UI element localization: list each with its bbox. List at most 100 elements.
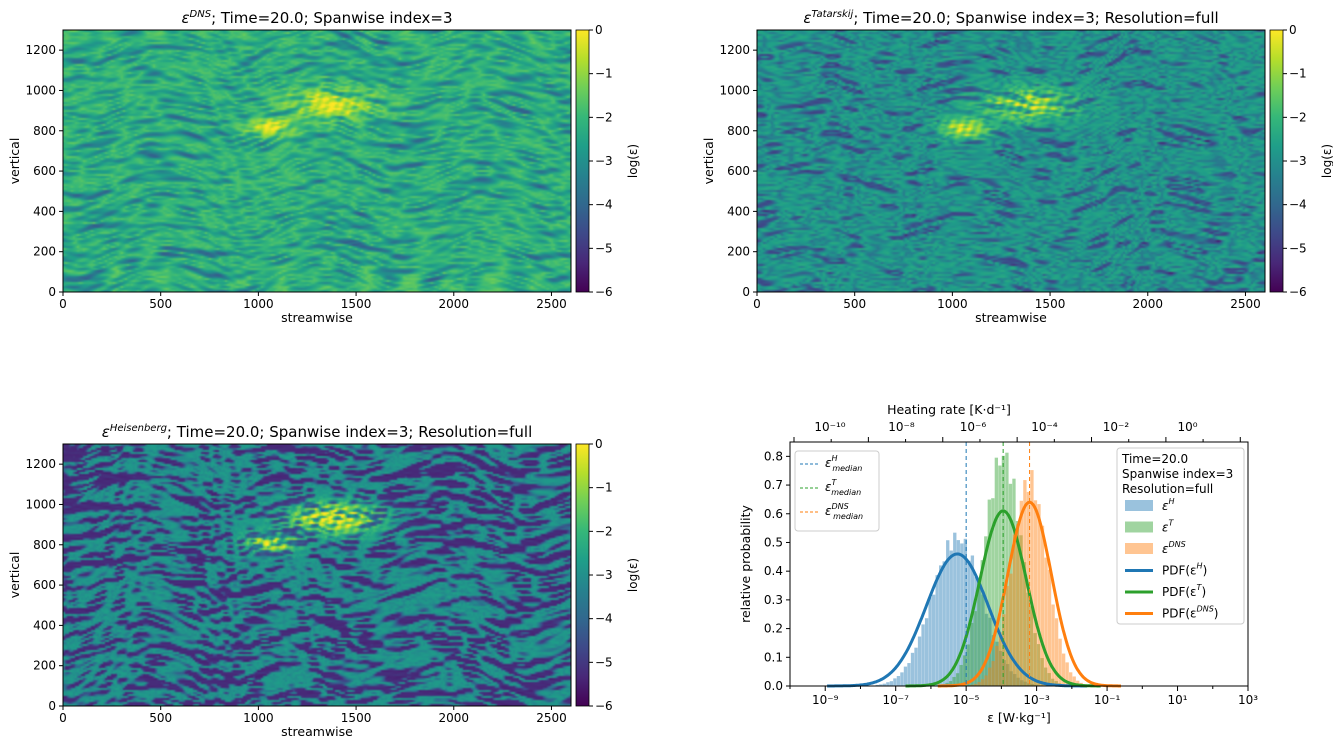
histogram-bar [1005, 452, 1009, 686]
histogram-bar [970, 555, 975, 686]
histogram-bar [977, 584, 982, 686]
legend-eps: ε [825, 504, 832, 518]
legend-eps: ε [1162, 542, 1169, 556]
field-image-dns [63, 30, 571, 292]
histogram-bar [998, 632, 1002, 686]
legend-median-label: εH median [825, 454, 862, 473]
histogram-bar [953, 532, 957, 686]
colorbar [575, 29, 590, 293]
histogram-bar [1002, 660, 1006, 686]
colorbar-label: log(ε) [626, 558, 640, 592]
legend-eps: ε [825, 456, 832, 470]
legend-sup: T [1197, 583, 1203, 592]
top-tick-label: 10⁻⁴ [1031, 420, 1058, 434]
histogram-bar [984, 675, 988, 686]
colorbar-tick-label: −2 [1289, 110, 1307, 124]
histogram-h [875, 532, 1038, 686]
title-text: ; Time=20.0; Spanwise index=3; Resolutio… [167, 423, 532, 441]
histogram-bar [991, 635, 996, 686]
histogram-bar [1047, 569, 1052, 686]
y-tick-label: 0.4 [764, 564, 783, 578]
legend-line-label: PDF(εT) [1162, 583, 1206, 599]
legend-sub: median [831, 488, 861, 497]
histogram-bar [879, 684, 883, 686]
x-tick-label: 2000 [438, 711, 469, 725]
histogram-bar [1054, 618, 1059, 686]
top-tick-label: 10⁻² [1103, 420, 1130, 434]
top-tick-label: 10⁰ [1177, 420, 1197, 434]
pdf-curve-t [905, 509, 1101, 688]
histogram-bar [1044, 557, 1048, 686]
title-eps-superscript: Heisenberg [110, 423, 167, 434]
histogram-bar [886, 682, 890, 686]
legend-line-label: PDF(εH) [1162, 562, 1207, 578]
legend-sub: median [833, 512, 863, 521]
legend-info-line: Resolution=full [1122, 482, 1213, 496]
colorbar-tick-label: −6 [595, 699, 613, 713]
histogram-bar [981, 594, 985, 686]
colorbar-tick-label: −3 [595, 154, 613, 168]
histogram-bar [921, 624, 925, 686]
y-tick-label: 800 [727, 124, 750, 138]
x-tick-label: 500 [149, 297, 172, 311]
y-tick-label: 1200 [719, 43, 750, 57]
legend-patch-label: εT [1162, 519, 1175, 535]
y-axis-label: vertical [7, 552, 22, 599]
y-tick-label: 0.6 [764, 507, 783, 521]
y-tick-label: 0.8 [764, 449, 783, 463]
histogram-bar [1023, 681, 1027, 686]
colorbar-tick-label: −6 [1289, 285, 1307, 299]
legend-frame [794, 450, 880, 532]
heatmap-panel-tatarskij: εTatarskij; Time=20.0; Spanwise index=3;… [701, 9, 1333, 325]
histogram-bar [1016, 524, 1020, 686]
histogram-bar [914, 647, 918, 686]
legend-sup: DNS [1169, 540, 1186, 549]
y-tick-label: 800 [33, 538, 56, 552]
histogram-bar [1009, 573, 1013, 686]
plot-frame [62, 29, 572, 293]
histogram-t [938, 452, 1069, 686]
histogram-bar [924, 618, 929, 686]
legend-patch-h [1125, 500, 1153, 511]
histogram-bar [889, 681, 894, 686]
histogram-bar [949, 550, 953, 686]
top-tick-label: 10⁻⁶ [960, 420, 987, 434]
panel-title: εHeisenberg; Time=20.0; Spanwise index=3… [102, 423, 533, 441]
histogram-bar [917, 636, 922, 686]
y-tick-label: 0.1 [764, 650, 783, 664]
x-tick-label: 1500 [341, 297, 372, 311]
legend-sup: DNS [832, 502, 849, 511]
x-axis-label: streamwise [281, 310, 353, 325]
histogram-bar [984, 536, 988, 686]
y-tick-label: 1200 [25, 457, 56, 471]
histogram-dns [970, 470, 1090, 686]
histogram-bar [970, 622, 974, 686]
histogram-bar [991, 661, 995, 686]
y-tick-label: 200 [33, 659, 56, 673]
x-tick-label: 10⁻³ [1023, 693, 1050, 707]
histogram-bar [959, 664, 963, 686]
colorbar-tick-label: −5 [595, 241, 613, 255]
legend-post: ) [1201, 585, 1206, 599]
histogram-bar [903, 666, 908, 686]
histogram-bar [1069, 672, 1073, 686]
legend-eps: ε [1162, 521, 1169, 535]
histogram-bar [1026, 592, 1030, 686]
histogram-bar [962, 655, 967, 686]
histogram-bar [1013, 674, 1017, 686]
x-axis-label: ε [W·kg⁻¹] [987, 710, 1051, 725]
legend-line-label: PDF(εDNS) [1162, 605, 1218, 621]
x-tick-label: 10⁻⁷ [882, 693, 909, 707]
colorbar-label: log(ε) [1320, 144, 1333, 178]
y-tick-label: 0 [742, 285, 750, 299]
histogram-bar [882, 683, 886, 686]
x-tick-label: 500 [149, 711, 172, 725]
y-tick-label: 0.0 [764, 679, 783, 693]
histogram-bar [942, 561, 946, 686]
legend-median-label: εT median [825, 478, 861, 497]
histogram-bar [1022, 562, 1027, 686]
heatmap-panel-dns: εDNS; Time=20.0; Spanwise index=3 0 500 100… [7, 9, 640, 325]
legend-median-label: εDNS median [825, 502, 863, 521]
y-tick-label: 0.2 [764, 622, 783, 636]
y-axis-label: relative probability [738, 504, 753, 622]
